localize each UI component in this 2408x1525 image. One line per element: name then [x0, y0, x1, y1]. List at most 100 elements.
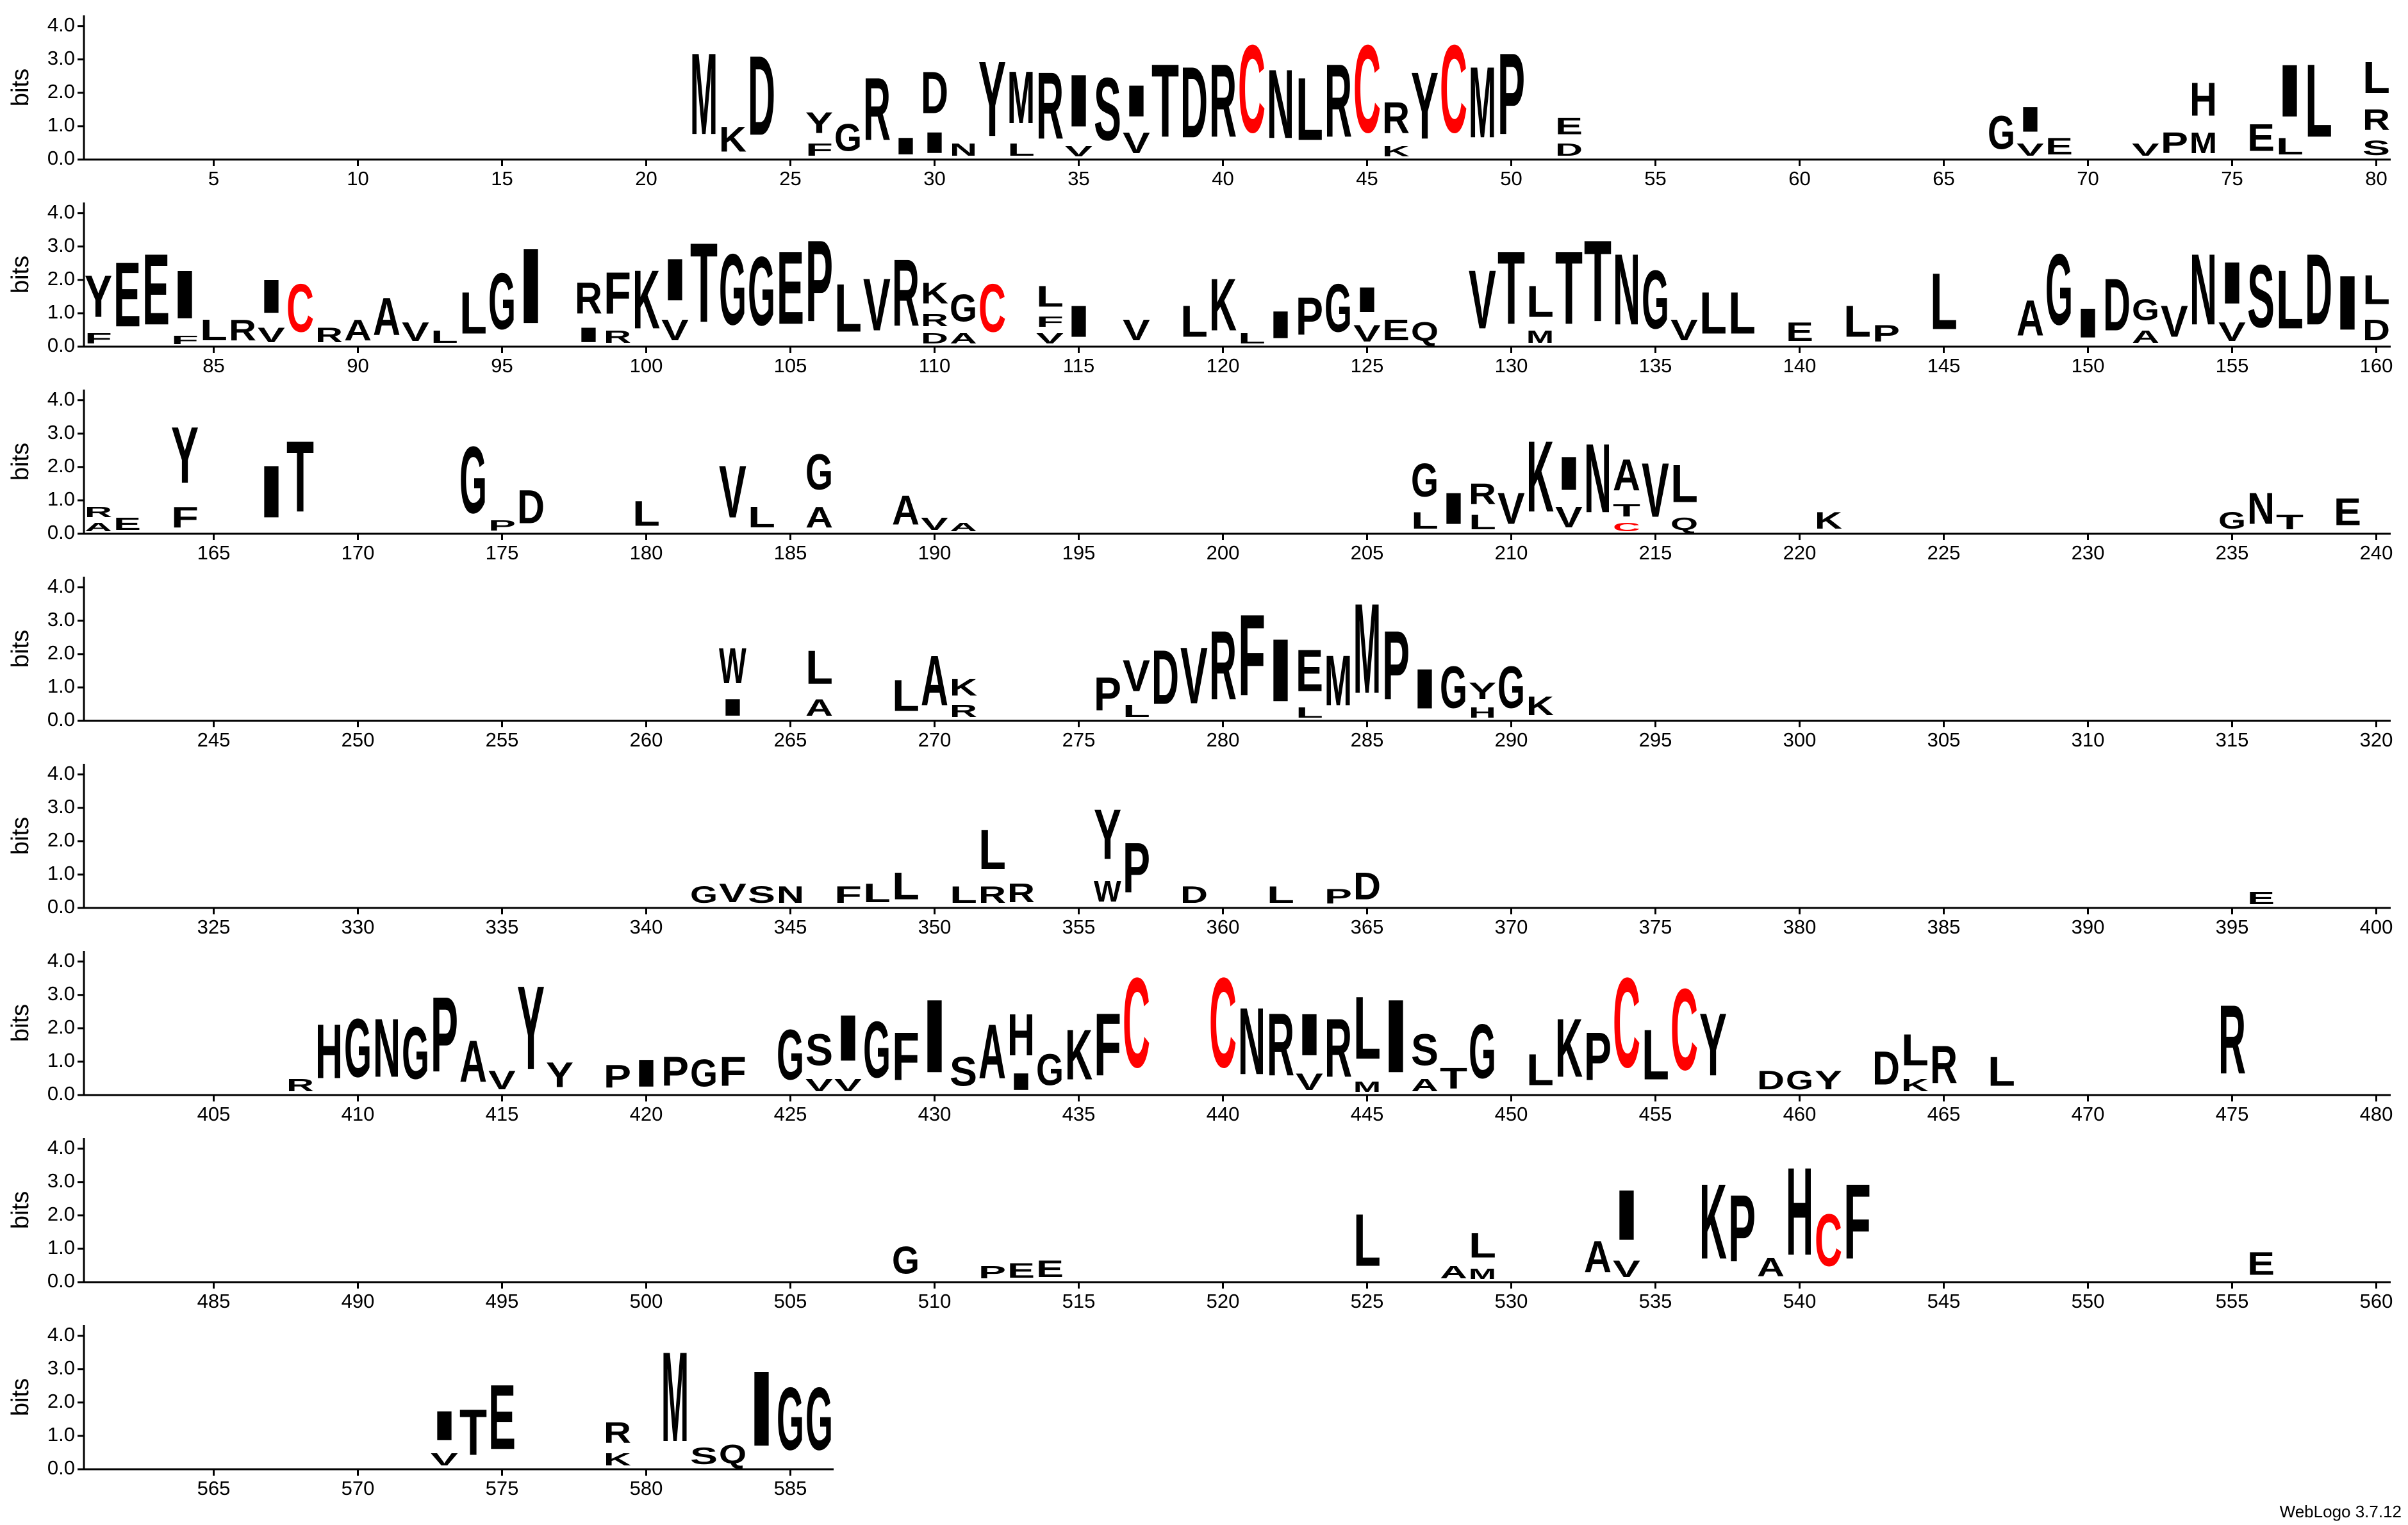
logo-letter: P [978, 1262, 1006, 1282]
logo-letter: L [863, 878, 891, 908]
logo-letter: L [1728, 280, 1756, 347]
logo-letter: L [1007, 140, 1035, 160]
logo-letter: A [2016, 290, 2044, 346]
x-tick-label: 550 [2072, 1290, 2105, 1312]
credit: WebLogo 3.7.12 [2280, 1502, 2402, 1521]
logo-letter: P [805, 216, 833, 346]
logo-letter: C [1670, 964, 1698, 1094]
x-tick-label: 525 [1351, 1290, 1384, 1312]
logo-letter: R [575, 273, 602, 324]
logo-letter: Y [978, 38, 1006, 158]
logo-letter: I [1440, 484, 1467, 534]
logo-letter: T [1613, 501, 1640, 521]
x-tick-label: 160 [2360, 354, 2393, 377]
logo-letter: C [1440, 19, 1467, 159]
y-tick-label: 4.0 [47, 949, 75, 971]
logo-letter: V [1296, 1069, 1323, 1095]
logo-letter: G [1642, 253, 1669, 347]
x-tick-label: 470 [2072, 1103, 2105, 1125]
logo-letter: K [1901, 1075, 1929, 1095]
x-tick-label: 205 [1351, 541, 1384, 564]
x-tick-label: 30 [923, 167, 945, 190]
y-tick-label: 2.0 [47, 1016, 75, 1038]
y-tick-label: 1.0 [47, 675, 75, 697]
logo-letter: E [1786, 317, 1813, 347]
y-tick-label: 3.0 [47, 1169, 75, 1192]
y-axis-label: bits [7, 1378, 34, 1416]
logo-letter: V [805, 1075, 833, 1095]
x-tick-label: 385 [1927, 916, 1961, 938]
logo-letter: R [1382, 92, 1410, 143]
logo-letter: A [1584, 1232, 1612, 1282]
logo-letter: F [719, 1049, 746, 1095]
logo-letter: R [1267, 994, 1294, 1094]
y-tick-label: 0.0 [47, 147, 75, 169]
logo-letter: I [892, 133, 919, 160]
logo-letter: G [777, 1014, 804, 1094]
logo-letter: L [1843, 297, 1871, 347]
logo-letter: I [1555, 447, 1583, 500]
logo-letter: D [921, 59, 948, 126]
y-tick-label: 3.0 [47, 234, 75, 256]
x-tick-label: 70 [2077, 167, 2099, 190]
logo-letter: K [1382, 143, 1410, 160]
logo-letter: V [1353, 320, 1381, 347]
x-tick-label: 330 [342, 916, 375, 938]
logo-letter: R [2363, 103, 2390, 136]
logo-letter: M [1353, 1079, 1381, 1096]
x-tick-label: 20 [635, 167, 657, 190]
logo-letter: S [2247, 247, 2275, 347]
x-tick-label: 185 [774, 541, 807, 564]
logo-letter: L [1036, 280, 1064, 313]
y-tick-label: 4.0 [47, 1323, 75, 1346]
logo-letter: L [1526, 1045, 1554, 1095]
logo-letter: A [2132, 327, 2159, 347]
logo-letter: G [1497, 655, 1525, 721]
logo-letter: G [777, 1369, 804, 1469]
logo-letter: L [200, 313, 227, 347]
logo-letter: L [431, 327, 458, 347]
x-tick-label: 80 [2365, 167, 2387, 190]
logo-letter: L [1411, 507, 1439, 534]
y-tick-label: 3.0 [47, 608, 75, 631]
logo-letter: I [258, 450, 285, 533]
x-tick-label: 40 [1212, 167, 1233, 190]
logo-letter: C [1613, 952, 1640, 1095]
logo-letter: C [1613, 520, 1640, 534]
logo-letter: G [805, 444, 833, 500]
logo-letter: F [604, 260, 631, 327]
logo-letter: G [863, 1004, 891, 1094]
logo-letter: I [1296, 1002, 1323, 1068]
logo-letter: G [1036, 1046, 1064, 1096]
logo-letter: V [921, 514, 948, 534]
x-tick-label: 175 [486, 541, 519, 564]
logo-letter: E [2247, 1246, 2275, 1282]
logo-letter: M [1469, 1266, 1496, 1283]
logo-letter: T [286, 420, 314, 533]
logo-letter: I [575, 323, 602, 346]
logo-letter: T [690, 219, 718, 346]
logo-letter: A [1613, 450, 1640, 500]
x-tick-label: 495 [486, 1290, 519, 1312]
x-tick-label: 195 [1062, 541, 1096, 564]
x-tick-label: 570 [342, 1477, 375, 1499]
x-tick-label: 405 [197, 1103, 231, 1125]
y-tick-label: 4.0 [47, 1136, 75, 1158]
logo-letter: L [1988, 1049, 2015, 1095]
x-tick-label: 580 [630, 1477, 663, 1499]
logo-letter: P [2161, 126, 2188, 160]
y-tick-label: 2.0 [47, 641, 75, 664]
x-tick-label: 475 [2216, 1103, 2249, 1125]
x-tick-label: 375 [1639, 916, 1672, 938]
logo-letter: F [1036, 313, 1064, 330]
logo-letter: D [2363, 314, 2390, 347]
logo-letter: E [1007, 1259, 1035, 1282]
logo-letter: P [1094, 667, 1121, 720]
logo-letter: E [1036, 1256, 1064, 1283]
logo-letter: H [1469, 704, 1496, 721]
y-tick-label: 3.0 [47, 421, 75, 443]
logo-letter: V [2132, 140, 2159, 160]
logo-letter: Y [546, 1055, 573, 1095]
y-tick-label: 2.0 [47, 454, 75, 477]
x-tick-label: 60 [1788, 167, 1810, 190]
